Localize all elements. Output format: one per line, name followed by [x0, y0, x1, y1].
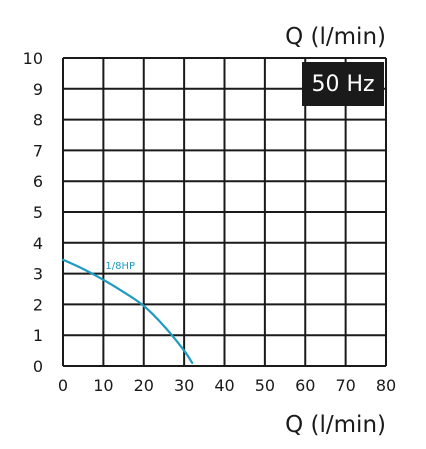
grid	[62, 57, 387, 367]
y-tick-label: 0	[33, 357, 43, 376]
series-label: 1/8HP	[105, 261, 135, 272]
y-tick-label: 10	[23, 49, 43, 68]
x-tick-label: 0	[58, 376, 68, 395]
x-tick-label: 50	[255, 376, 275, 395]
x-tick-label: 70	[335, 376, 355, 395]
badge-background	[302, 62, 384, 106]
x-tick-label: 20	[134, 376, 154, 395]
top-axis-title: Q (l/min)	[285, 24, 386, 50]
y-tick-label: 2	[33, 295, 43, 314]
badge-label: 50 Hz	[311, 72, 374, 97]
x-tick-label: 40	[214, 376, 234, 395]
series: 1/8HP	[61, 258, 194, 364]
y-tick-label: 9	[33, 80, 43, 99]
x-tick-label: 60	[295, 376, 315, 395]
y-tick-label: 3	[33, 265, 43, 284]
y-tick-label: 1	[33, 326, 43, 345]
x-tick-label: 10	[93, 376, 113, 395]
series-line	[61, 258, 194, 364]
y-tick-label: 8	[33, 111, 43, 130]
y-tick-label: 4	[33, 234, 43, 253]
y-tick-label: 6	[33, 172, 43, 191]
y-tick-label: 7	[33, 141, 43, 160]
x-axis-title: Q (l/min)	[285, 412, 386, 438]
x-tick-label: 30	[174, 376, 194, 395]
x-tick-label: 80	[376, 376, 396, 395]
y-tick-label: 5	[33, 203, 43, 222]
tick-labels: 0 10 20 30 40 50 60 70 80 0 1 2 3 4 5 6 7 8 9 10	[23, 49, 397, 395]
